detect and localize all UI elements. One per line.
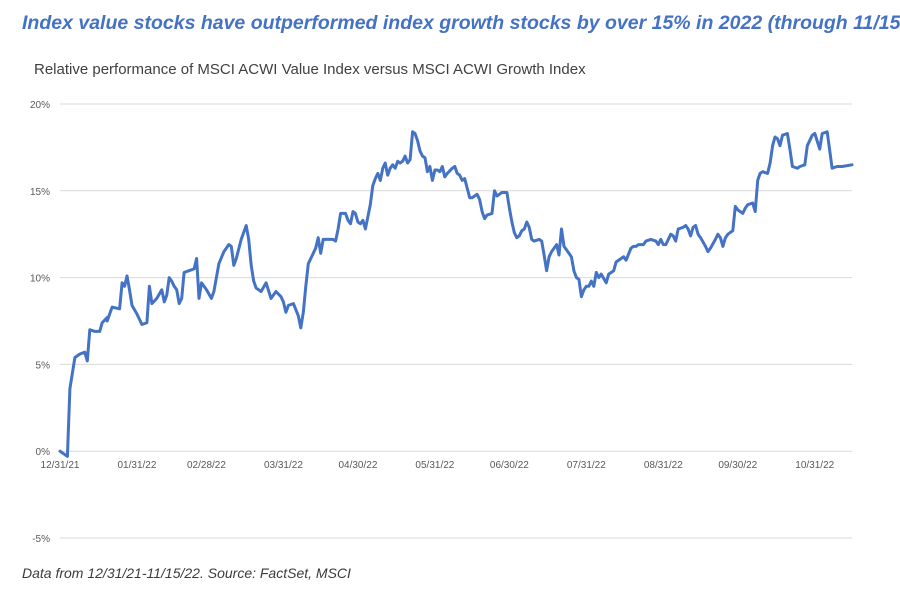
y-tick-label: 0% — [36, 447, 51, 458]
y-tick-label: -5% — [32, 534, 50, 545]
y-tick-label: 10% — [30, 274, 50, 285]
source-footnote: Data from 12/31/21-11/15/22. Source: Fac… — [22, 565, 351, 581]
x-tick-label: 01/31/22 — [117, 460, 156, 471]
series-layer — [58, 130, 854, 458]
x-tick-label: 10/31/22 — [795, 460, 834, 471]
x-tick-label: 12/31/21 — [41, 460, 80, 471]
x-tick-label: 03/31/22 — [264, 460, 303, 471]
x-tick-label: 04/30/22 — [338, 460, 377, 471]
y-tick-label: 15% — [30, 187, 50, 198]
x-axis-tick-labels: 12/31/21 01/31/22 02/28/22 03/31/22 04/30/22… — [41, 460, 835, 471]
x-tick-label: 07/31/22 — [567, 460, 606, 471]
series-line — [58, 130, 854, 458]
x-tick-label: 02/28/22 — [187, 460, 226, 471]
gridlines — [60, 103, 852, 539]
headline: Index value stocks have outperformed ind… — [22, 12, 900, 34]
x-tick-label: 08/31/22 — [644, 460, 683, 471]
y-axis-tick-labels: 20% 15% 10% 5% 0% -5% — [30, 100, 50, 545]
x-tick-label: 09/30/22 — [718, 460, 757, 471]
x-tick-label: 05/31/22 — [415, 460, 454, 471]
chart-title: Relative performance of MSCI ACWI Value … — [34, 61, 586, 78]
x-tick-label: 06/30/22 — [490, 460, 529, 471]
y-tick-label: 20% — [30, 100, 50, 111]
y-tick-label: 5% — [36, 360, 51, 371]
